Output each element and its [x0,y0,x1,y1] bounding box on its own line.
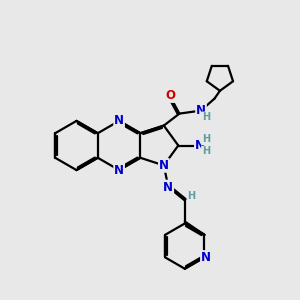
Text: N: N [114,164,124,177]
Text: N: N [114,114,124,128]
Text: N: N [163,181,173,194]
Text: N: N [159,159,169,172]
Text: N: N [195,139,205,152]
Text: N: N [196,104,206,117]
Text: H: H [202,146,210,157]
Text: H: H [202,112,210,122]
Text: N: N [163,181,173,194]
Text: O: O [165,89,176,102]
Text: N: N [201,251,211,264]
Text: H: H [187,191,196,201]
Text: H: H [202,134,210,145]
